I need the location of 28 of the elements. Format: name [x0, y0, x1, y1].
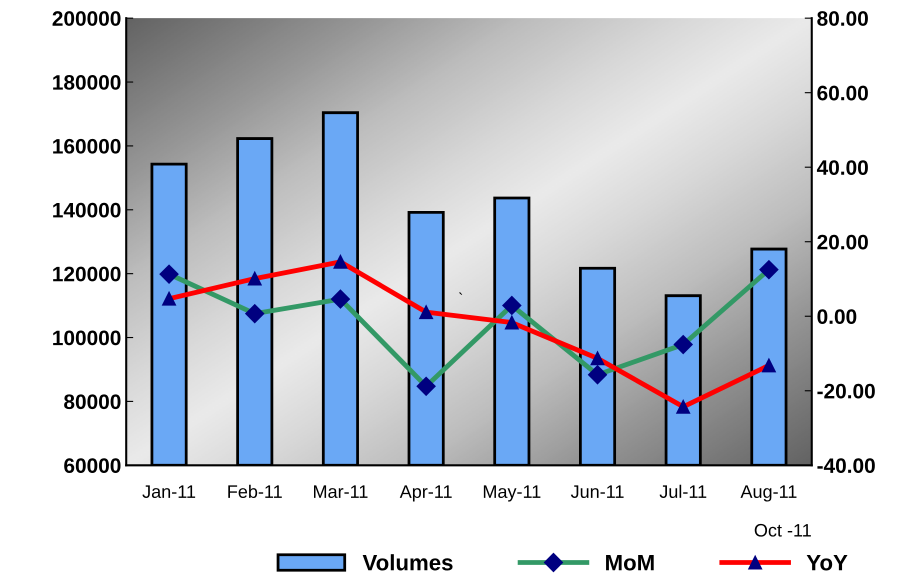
y2-tick-label: 40.00 [816, 160, 868, 175]
legend-label: MoM [606, 554, 654, 570]
x-tick-label: Jan-11 [142, 485, 196, 498]
y2-tick-label: 80.00 [817, 11, 868, 26]
x-tick-label: Jul-11 [660, 484, 706, 498]
x-tick-label: Feb-11 [228, 484, 282, 498]
x-tick-label: Jun-11 [570, 485, 624, 498]
y-tick-label: 100000 [53, 330, 121, 346]
x-tick-label: Apr-11 [400, 485, 452, 502]
y-tick-label: 180000 [53, 75, 121, 90]
y2-tick-label: 60.00 [817, 86, 868, 100]
y-tick-label: 120000 [53, 266, 121, 282]
text: Oct -11 [754, 524, 811, 537]
y2-tick-label: -20.00 [817, 384, 875, 399]
y-tick-label: 60000 [64, 458, 121, 474]
x-tick-label: Aug-11 [740, 485, 796, 502]
y-tick-label: 140000 [53, 202, 121, 218]
legend-label: YoY [806, 554, 848, 570]
y2-tick-label: 0.00 [817, 309, 856, 324]
x-tick-label: May-11 [484, 485, 540, 502]
x-tick-label: Mar-11 [314, 485, 368, 498]
y-tick-label: 80000 [64, 394, 121, 410]
annotation: ` [459, 292, 462, 295]
y2-tick-label: 20.00 [817, 234, 868, 250]
y-tick-label: 200000 [52, 11, 121, 26]
legend-label: Volumes [362, 554, 453, 570]
y-tick-label: 160000 [53, 138, 121, 154]
y2-tick-label: -40.00 [817, 458, 875, 474]
